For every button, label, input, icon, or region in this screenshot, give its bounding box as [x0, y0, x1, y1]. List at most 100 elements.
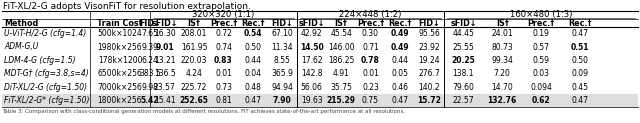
Text: 0.57: 0.57 — [532, 43, 550, 52]
Text: 0.47: 0.47 — [392, 96, 408, 105]
Text: 178k×1200: 178k×1200 — [98, 56, 142, 65]
Text: 224×448 (1:2): 224×448 (1:2) — [339, 10, 402, 20]
Text: 9.98: 9.98 — [141, 83, 159, 92]
Text: 45.54: 45.54 — [330, 29, 352, 38]
Text: 6500k×256: 6500k×256 — [97, 69, 143, 78]
Text: 161.95: 161.95 — [181, 43, 207, 52]
Text: ADM-G,U: ADM-G,U — [4, 43, 38, 52]
Text: IS†: IS† — [335, 18, 348, 28]
Text: 24.01: 24.01 — [492, 29, 513, 38]
Text: 9.01: 9.01 — [156, 43, 174, 52]
Text: U-ViT-H/2-G (cfg=1.4): U-ViT-H/2-G (cfg=1.4) — [4, 29, 86, 38]
Text: 5.42: 5.42 — [141, 96, 159, 105]
Text: LDM-4-G (cfg=1.5): LDM-4-G (cfg=1.5) — [4, 56, 76, 65]
Text: 0.47: 0.47 — [244, 96, 261, 105]
Text: 208.01: 208.01 — [181, 29, 207, 38]
Text: 160×480 (1:3): 160×480 (1:3) — [510, 10, 572, 20]
Text: 0.23: 0.23 — [362, 83, 379, 92]
Text: 252.65: 252.65 — [180, 96, 209, 105]
Text: 0.75: 0.75 — [362, 96, 379, 105]
Text: 0.59: 0.59 — [532, 56, 550, 65]
Text: 142.8: 142.8 — [301, 69, 323, 78]
Text: 220.03: 220.03 — [181, 56, 207, 65]
Text: 500k×1024: 500k×1024 — [98, 29, 142, 38]
Text: FiT-XL/2-G adopts VisonFiT for resolution extrapolation.: FiT-XL/2-G adopts VisonFiT for resolutio… — [3, 2, 251, 11]
Text: sFID↓: sFID↓ — [450, 18, 477, 28]
Text: MDT-G† (cfg=3.8,s=4): MDT-G† (cfg=3.8,s=4) — [4, 69, 89, 78]
Text: 0.46: 0.46 — [392, 83, 408, 92]
Bar — [2, 94, 638, 107]
Text: Table 3: Comparison with class-conditional generation models at different resolu: Table 3: Comparison with class-condition… — [2, 109, 405, 114]
Text: 7000k×256: 7000k×256 — [97, 83, 143, 92]
Text: 132.76: 132.76 — [488, 96, 517, 105]
Text: 17.62: 17.62 — [301, 56, 323, 65]
Text: 365.9: 365.9 — [271, 69, 293, 78]
Text: 0.44: 0.44 — [392, 56, 408, 65]
Text: 7.90: 7.90 — [273, 96, 292, 105]
Text: IS†: IS† — [188, 18, 200, 28]
Text: 0.83: 0.83 — [214, 56, 233, 65]
Text: DiT-XL/2-G (cfg=1.50): DiT-XL/2-G (cfg=1.50) — [4, 83, 87, 92]
Text: 0.49: 0.49 — [390, 29, 409, 38]
Text: Rec.†: Rec.† — [388, 18, 412, 28]
Text: 0.30: 0.30 — [362, 29, 379, 38]
Text: 0.71: 0.71 — [362, 43, 379, 52]
Text: 94.94: 94.94 — [271, 83, 293, 92]
Text: 1980k×256: 1980k×256 — [98, 43, 142, 52]
Text: 0.73: 0.73 — [215, 83, 232, 92]
Text: 225.72: 225.72 — [181, 83, 207, 92]
Text: 0.01: 0.01 — [215, 69, 232, 78]
Text: 15.72: 15.72 — [417, 96, 441, 105]
Text: 0.74: 0.74 — [215, 43, 232, 52]
Text: FID↓: FID↓ — [271, 18, 293, 28]
Text: 1800k×256: 1800k×256 — [98, 96, 142, 105]
Text: 276.7: 276.7 — [419, 69, 440, 78]
Text: 42.92: 42.92 — [301, 29, 323, 38]
Text: 0.49: 0.49 — [390, 43, 409, 52]
Text: FID↓: FID↓ — [419, 18, 440, 28]
Text: Prec.†: Prec.† — [527, 18, 555, 28]
Text: sFID↓: sFID↓ — [152, 18, 178, 28]
Text: IS†: IS† — [496, 18, 509, 28]
Text: 0.03: 0.03 — [532, 69, 550, 78]
Text: 9.39: 9.39 — [141, 43, 159, 52]
Text: FiT-XL/2-G* (cfg=1.50): FiT-XL/2-G* (cfg=1.50) — [4, 96, 90, 105]
Text: 19.24: 19.24 — [419, 56, 440, 65]
Text: 0.48: 0.48 — [244, 83, 261, 92]
Text: 99.34: 99.34 — [492, 56, 513, 65]
Text: 8.55: 8.55 — [274, 56, 291, 65]
Text: 15.41: 15.41 — [154, 96, 175, 105]
Text: 22.57: 22.57 — [452, 96, 474, 105]
Text: FID↓: FID↓ — [139, 18, 161, 28]
Text: 0.45: 0.45 — [572, 83, 588, 92]
Text: Method: Method — [4, 18, 38, 28]
Text: 215.29: 215.29 — [326, 96, 356, 105]
Text: 0.19: 0.19 — [532, 29, 549, 38]
Text: 4.24: 4.24 — [186, 69, 202, 78]
Text: 11.34: 11.34 — [271, 43, 293, 52]
Text: 80.73: 80.73 — [492, 43, 513, 52]
Text: 23.92: 23.92 — [419, 43, 440, 52]
Text: 0.51: 0.51 — [570, 43, 589, 52]
Text: 7.65: 7.65 — [141, 29, 159, 38]
Text: 44.45: 44.45 — [452, 29, 474, 38]
Text: 146.00: 146.00 — [328, 43, 355, 52]
Text: sFID↓: sFID↓ — [298, 18, 325, 28]
Text: 95.56: 95.56 — [419, 29, 440, 38]
Text: Prec.†: Prec.† — [357, 18, 384, 28]
Text: 67.10: 67.10 — [271, 29, 293, 38]
Text: 0.09: 0.09 — [572, 69, 588, 78]
Text: 79.60: 79.60 — [452, 83, 474, 92]
Text: 0.54: 0.54 — [244, 29, 262, 38]
Text: 138.1: 138.1 — [452, 69, 474, 78]
Text: 0.78: 0.78 — [361, 56, 380, 65]
Text: 0.81: 0.81 — [215, 96, 232, 105]
Text: Train Cost: Train Cost — [97, 18, 143, 28]
Text: 140.2: 140.2 — [419, 83, 440, 92]
Text: 136.5: 136.5 — [154, 69, 175, 78]
Text: 186.25: 186.25 — [328, 56, 355, 65]
Text: 0.47: 0.47 — [572, 29, 588, 38]
Text: Rec.†: Rec.† — [241, 18, 265, 28]
Text: Prec.†: Prec.† — [210, 18, 237, 28]
Text: 13.21: 13.21 — [154, 56, 175, 65]
